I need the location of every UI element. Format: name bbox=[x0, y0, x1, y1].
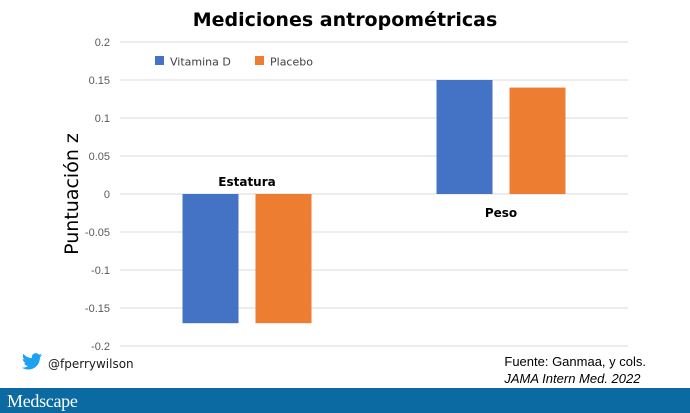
y-tick-label: 0.1 bbox=[95, 113, 110, 125]
footer-bar: Medscape bbox=[0, 388, 690, 413]
legend-swatch bbox=[155, 56, 164, 65]
legend-label: Vitamina D bbox=[170, 56, 231, 69]
source-line: Fuente: Ganmaa, y cols. bbox=[504, 354, 646, 369]
y-tick-label: 0.2 bbox=[95, 37, 110, 49]
category-label: Peso bbox=[485, 206, 517, 220]
y-tick-label: -0.2 bbox=[91, 341, 110, 353]
bar bbox=[436, 80, 493, 194]
journal-line: JAMA Intern Med. 2022 bbox=[504, 371, 641, 386]
y-tick-label: -0.05 bbox=[85, 227, 110, 239]
category-label: Estatura bbox=[218, 175, 275, 189]
y-tick-label: 0.15 bbox=[89, 75, 110, 87]
bar bbox=[182, 194, 239, 324]
legend-swatch bbox=[255, 56, 264, 65]
chart-title: Mediciones antropométricas bbox=[192, 9, 498, 31]
y-axis-label: Puntuación z bbox=[61, 133, 83, 255]
bar-chart: 0.2 0.15 0.1 0.05 0 -0.05 -0.1 -0.15 -0.2 Puntuac… bbox=[61, 37, 628, 353]
y-tick-label: -0.15 bbox=[85, 303, 110, 315]
social-credit: @fperrywilson bbox=[22, 353, 134, 375]
bar bbox=[509, 87, 566, 194]
y-tick-label: -0.1 bbox=[91, 265, 110, 277]
legend-label: Placebo bbox=[270, 56, 313, 69]
twitter-bird-icon bbox=[22, 353, 42, 375]
source-citation: Fuente: Ganmaa, y cols. JAMA Intern Med.… bbox=[504, 353, 646, 387]
twitter-handle: @fperrywilson bbox=[48, 357, 134, 371]
medscape-logo: Medscape bbox=[7, 391, 78, 411]
y-tick-label: 0 bbox=[104, 189, 110, 201]
y-tick-label: 0.05 bbox=[89, 151, 110, 163]
bar bbox=[255, 194, 312, 324]
